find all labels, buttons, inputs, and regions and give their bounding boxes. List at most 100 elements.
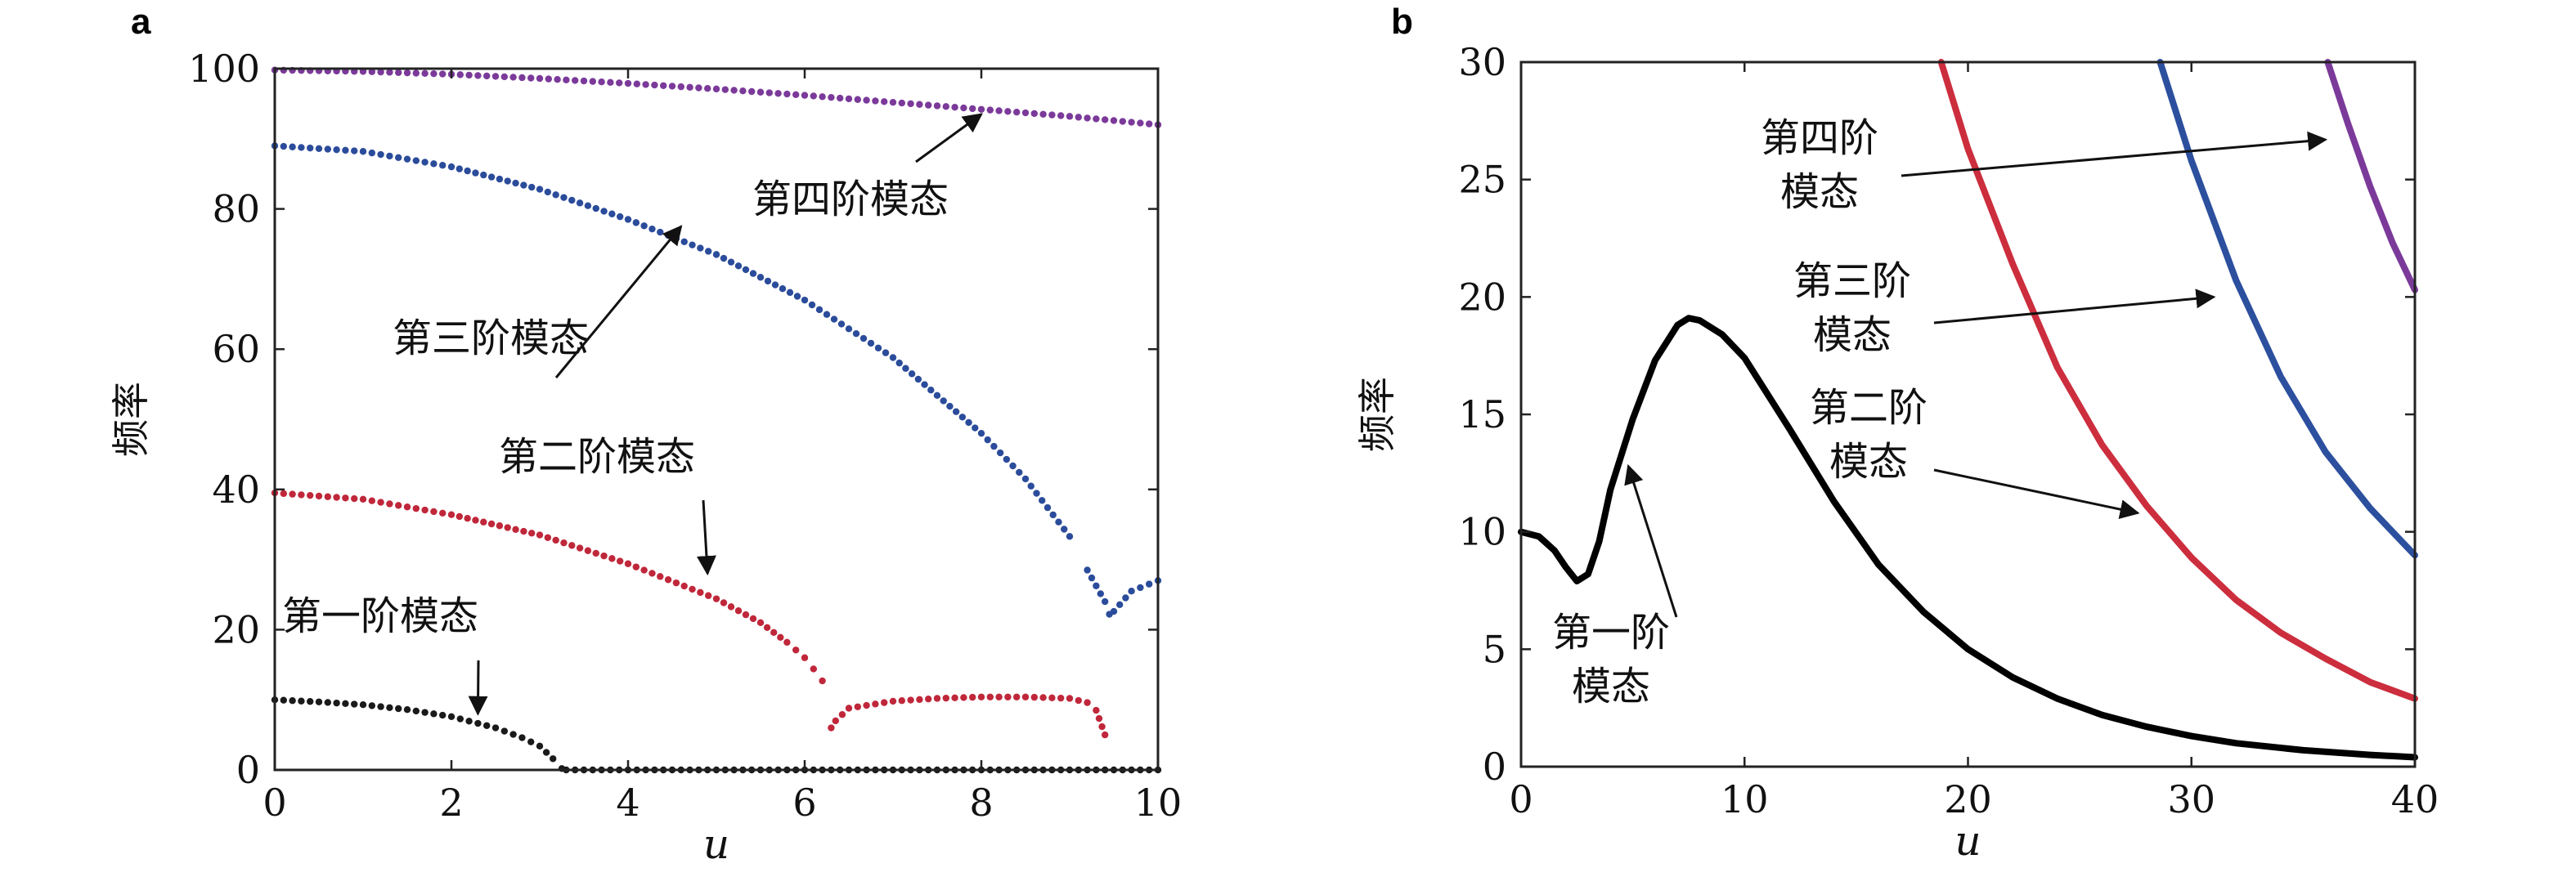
b-series-line [1937, 59, 2418, 702]
a-point [447, 163, 456, 171]
a-point [1137, 584, 1144, 592]
a-point [972, 424, 979, 432]
a-point [412, 707, 420, 715]
a-point [1013, 108, 1021, 116]
a-point [1021, 109, 1030, 117]
a-point [536, 742, 544, 750]
a-xtick-label: 10 [1134, 781, 1183, 825]
a-point [1039, 110, 1047, 118]
a-point [859, 334, 868, 342]
a-point [951, 103, 958, 111]
a-point [1095, 714, 1103, 723]
a-point [280, 490, 287, 498]
a-point [554, 76, 561, 83]
a-point [1004, 693, 1012, 700]
a-point [576, 199, 584, 207]
b-annotation-1: 第一阶模态 [1552, 610, 1670, 709]
a-point [333, 494, 340, 501]
a-point [403, 69, 411, 77]
a-point [377, 68, 384, 76]
a-point [1048, 694, 1056, 701]
a-point [568, 196, 576, 204]
b-annotation-line: 模态 [1780, 169, 1859, 215]
b-x-axis-label: u [1954, 817, 1981, 865]
a-ytick-label: 100 [188, 47, 260, 91]
a-point [642, 81, 649, 88]
a-point [712, 251, 720, 258]
a-annotation-1: 第一阶模态 [282, 593, 478, 639]
a-point [289, 490, 296, 498]
a-point [1128, 588, 1135, 595]
a-point [986, 106, 994, 114]
a-point [1066, 695, 1074, 702]
a-point [1110, 607, 1118, 615]
a-annotation-arrow-2 [696, 499, 716, 576]
a-point [771, 281, 779, 289]
b-ytick-label: 10 [1458, 510, 1506, 554]
a-point [1119, 118, 1127, 125]
a-point [837, 320, 846, 328]
a-point [527, 183, 536, 191]
a-point [520, 527, 527, 535]
a-xtick-label: 6 [792, 781, 816, 825]
a-point [1027, 482, 1034, 490]
a-ytick-label: 60 [212, 327, 260, 371]
b-annotation-line: 模态 [1572, 664, 1650, 709]
a-point [977, 429, 985, 437]
a-point [727, 258, 735, 266]
panel-a-letter: a [131, 2, 151, 42]
a-point [916, 101, 923, 108]
a-point [672, 579, 680, 587]
a-point [651, 81, 658, 89]
a-point [456, 512, 464, 521]
a-point [544, 534, 552, 541]
a-point [898, 697, 906, 705]
a-point [412, 157, 420, 164]
a-annotation-4: 第四阶模态 [752, 177, 949, 222]
a-point [1016, 468, 1023, 477]
a-point [734, 607, 743, 615]
a-point [1030, 110, 1039, 118]
a-point [563, 76, 570, 84]
a-point [600, 552, 608, 560]
a-point [368, 702, 375, 709]
a-point [819, 93, 826, 101]
a-point [465, 718, 473, 725]
a-series-1 [271, 696, 1162, 774]
a-point [721, 86, 729, 93]
a-point [867, 339, 875, 347]
a-point [386, 500, 393, 508]
a-point [680, 582, 688, 590]
b-series-line [2156, 59, 2418, 559]
a-point [686, 83, 693, 92]
a-point [377, 703, 384, 710]
a-point [289, 697, 296, 705]
a-point [487, 173, 496, 181]
a-point [483, 72, 491, 80]
b-annotation-line: 模态 [1829, 439, 1908, 485]
a-point [608, 555, 616, 562]
a-point [351, 147, 358, 154]
a-point [298, 697, 305, 705]
a-point [359, 701, 367, 709]
a-point [439, 711, 447, 719]
a-ytick-label: 80 [212, 187, 260, 231]
a-point [664, 576, 672, 584]
a-point [616, 213, 624, 221]
b-series-1 [1518, 315, 2418, 761]
a-point [774, 90, 782, 97]
a-point [430, 710, 438, 718]
a-point [509, 731, 517, 738]
a-point [545, 75, 552, 83]
a-annotation-line: 第四阶模态 [752, 177, 949, 222]
a-point [925, 695, 932, 703]
a-point [359, 148, 367, 155]
a-point [298, 491, 305, 499]
a-series-4 [271, 66, 1162, 128]
a-point [527, 530, 536, 537]
b-annotation-4: 第四阶模态 [1761, 115, 1878, 215]
a-point [933, 695, 941, 702]
a-point [472, 517, 479, 524]
a-point [298, 144, 305, 151]
a-point [863, 96, 870, 104]
